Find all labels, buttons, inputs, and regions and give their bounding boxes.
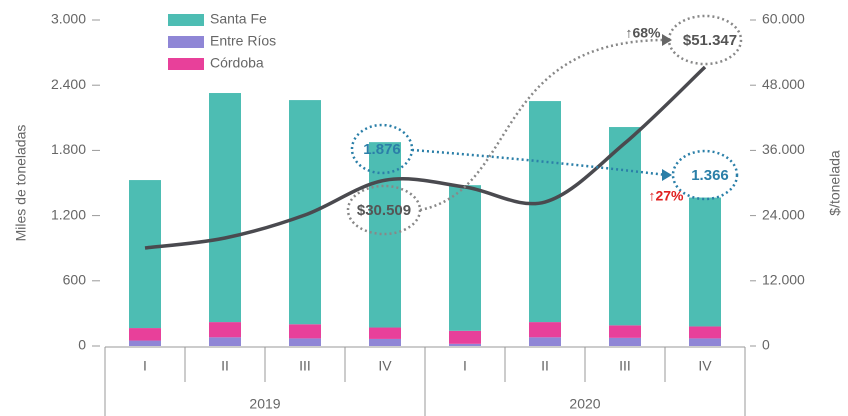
- bar-segment: [129, 180, 161, 329]
- annotation: 1.366: [691, 167, 729, 184]
- bar-segment: [449, 330, 481, 344]
- legend-swatch: [168, 58, 204, 70]
- legend-label: Córdoba: [210, 55, 264, 71]
- y-tick-label: 1.200: [51, 206, 86, 222]
- x-group-label: 2019: [249, 396, 280, 412]
- bar-segment: [689, 326, 721, 339]
- arrow-head: [662, 169, 672, 181]
- bar-segment: [449, 343, 481, 346]
- bar-segment: [289, 338, 321, 346]
- bar-segment: [609, 127, 641, 326]
- y2-tick-label: 48.000: [762, 76, 805, 92]
- y-tick-label: 3.000: [51, 11, 86, 27]
- bar-segment: [609, 337, 641, 346]
- bar-segment: [129, 328, 161, 341]
- x-tick-label: I: [143, 358, 147, 374]
- annotation-ellipse: [667, 14, 743, 66]
- y-tick-label: 0: [78, 337, 86, 353]
- x-tick-label: II: [221, 358, 229, 374]
- y2-tick-label: 12.000: [762, 272, 805, 288]
- y2-tick-label: 60.000: [762, 11, 805, 27]
- x-tick-label: II: [541, 358, 549, 374]
- annotation: ↑68%: [625, 25, 661, 41]
- x-tick-label: III: [299, 358, 311, 374]
- bar-segment: [209, 337, 241, 346]
- annotation-arrow: [411, 148, 667, 177]
- bar-segment: [529, 337, 561, 346]
- bar-segment: [369, 327, 401, 339]
- annotation: ↑27%: [648, 188, 684, 204]
- y-axis-label: Miles de toneladas: [13, 125, 29, 242]
- y-tick-label: 600: [63, 272, 87, 288]
- legend-swatch: [168, 36, 204, 48]
- y2-tick-label: 36.000: [762, 141, 805, 157]
- bar-segment: [529, 322, 561, 338]
- x-tick-label: IV: [698, 358, 712, 374]
- arrow-head: [662, 34, 672, 46]
- y-tick-label: 1.800: [51, 141, 86, 157]
- x-tick-label: IV: [378, 358, 392, 374]
- y-tick-label: 2.400: [51, 76, 86, 92]
- bar-segment: [689, 338, 721, 346]
- annotation-ellipse: [350, 123, 414, 175]
- x-tick-label: III: [619, 358, 631, 374]
- bar-segment: [689, 197, 721, 327]
- bar-segment: [209, 93, 241, 323]
- x-group-label: 2020: [569, 396, 600, 412]
- bar-segment: [209, 322, 241, 338]
- y2-tick-label: 0: [762, 337, 770, 353]
- legend-label: Santa Fe: [210, 11, 267, 27]
- bar-segment: [609, 325, 641, 338]
- annotation: 1.876: [363, 141, 401, 158]
- bar-segment: [129, 340, 161, 346]
- legend-swatch: [168, 14, 204, 26]
- x-tick-label: I: [463, 358, 467, 374]
- annotation-ellipse: [671, 149, 739, 201]
- annotation: $51.347: [683, 32, 737, 49]
- price-line: [144, 65, 707, 250]
- annotation-arrow: [419, 38, 667, 212]
- annotation: $30.509: [357, 202, 411, 219]
- legend-label: Entre Ríos: [210, 33, 276, 49]
- y2-tick-label: 24.000: [762, 206, 805, 222]
- bar-segment: [449, 185, 481, 331]
- bar-segment: [529, 101, 561, 323]
- bar-segment: [369, 338, 401, 346]
- bar-segment: [289, 324, 321, 339]
- y2-axis-label: $/tonelada: [827, 150, 843, 216]
